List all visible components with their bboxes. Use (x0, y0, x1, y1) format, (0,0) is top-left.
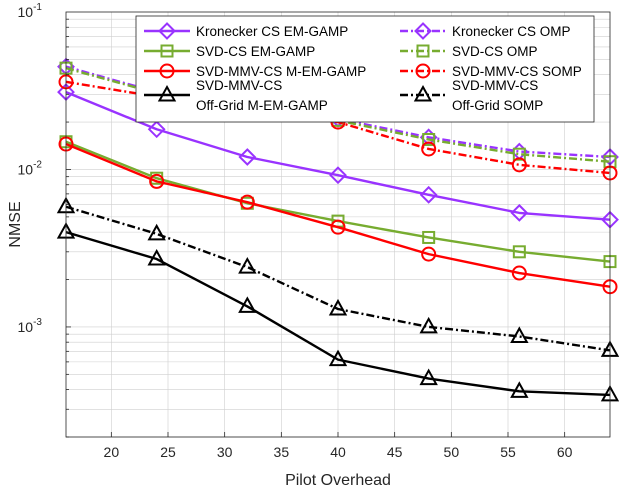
x-axis-label: Pilot Overhead (285, 472, 391, 489)
data-point (238, 148, 257, 166)
data-point (149, 173, 165, 189)
y-tick-base: 10 (18, 4, 34, 20)
x-tick-label: 25 (160, 444, 176, 460)
legend-item: Kronecker CS OMP (400, 22, 571, 40)
legend-swatch-marker (415, 63, 431, 79)
data-point (238, 296, 257, 313)
y-tick-label: 10-2 (18, 159, 43, 177)
x-tick-label: 55 (500, 444, 516, 460)
data-point (147, 248, 166, 266)
legend-box (135, 15, 595, 123)
legend-swatch-marker (158, 22, 176, 40)
data-point (329, 166, 347, 185)
legend-item: SVD-MMV-CS M-EM-GAMP (144, 63, 366, 79)
y-tick-label: 10-3 (18, 317, 43, 335)
data-point (510, 381, 529, 398)
y-tick-base: 10 (18, 161, 34, 177)
legend-label: SVD-MMV-CS M-EM-GAMP (196, 64, 366, 79)
data-point (419, 316, 438, 334)
y-tick-exponent: -3 (33, 317, 42, 328)
data-point (511, 157, 527, 173)
data-point (510, 326, 529, 343)
legend-label-line: Off-Grid M-EM-GAMP (196, 98, 328, 113)
legend-label: Kronecker CS EM-GAMP (196, 24, 348, 39)
legend-swatch-marker (416, 44, 430, 58)
legend: Kronecker CS EM-GAMP Kronecker CS OMP SVD-… (135, 15, 595, 123)
data-point (147, 223, 166, 241)
legend-label-line: SVD-MMV-CS (452, 78, 538, 93)
data-point (147, 120, 166, 139)
data-point (419, 185, 438, 204)
series-line (65, 205, 611, 352)
legend-swatch-marker (159, 63, 175, 79)
x-tick-label: 45 (387, 444, 403, 460)
legend-label: SVD-CS EM-GAMP (196, 44, 315, 59)
data-point (422, 132, 436, 146)
series-line (65, 90, 611, 221)
legend-label: SVD-MMV-CS SOMP (452, 64, 582, 79)
legend-label: SVD-CS OMP (452, 44, 538, 59)
data-point (510, 203, 529, 222)
data-point (421, 141, 437, 157)
y-axis-label: NMSE (7, 201, 24, 247)
x-tick-label: 30 (217, 444, 233, 460)
data-point (328, 298, 348, 316)
x-tick-label: 20 (104, 444, 120, 460)
data-point (239, 194, 255, 210)
data-point (512, 147, 526, 161)
data-point (422, 230, 436, 244)
y-tick-exponent: -2 (33, 159, 42, 170)
legend-item: SVD-MMV-CS SOMP (400, 63, 582, 79)
legend-swatch-marker (157, 84, 177, 102)
data-point (511, 265, 527, 281)
legend-label: Kronecker CS OMP (452, 24, 571, 39)
legend-item: SVD-CS EM-GAMP (144, 44, 315, 59)
legend-item: Kronecker CS EM-GAMP (144, 22, 348, 40)
legend-swatch-marker (160, 44, 174, 58)
x-tick-label: 60 (557, 444, 573, 460)
data-point (330, 219, 346, 235)
legend-item: SVD-CS OMP (400, 44, 538, 59)
x-tick-label: 50 (444, 444, 460, 460)
series-line (65, 230, 611, 397)
legend-swatch-marker (414, 22, 432, 40)
legend-label-line: SVD-MMV-CS (196, 78, 282, 93)
series-svd-mmv-cs-m-em-gamp (58, 136, 618, 295)
x-tick-label: 40 (330, 444, 346, 460)
y-tick-label: 10-1 (18, 2, 43, 20)
legend-item: SVD-MMV-CS Off-Grid SOMP (400, 78, 543, 113)
x-tick-label: 35 (274, 444, 290, 460)
legend-item: SVD-MMV-CS Off-Grid M-EM-GAMP (144, 78, 328, 113)
y-tick-base: 10 (18, 319, 34, 335)
data-point (421, 246, 437, 262)
data-point (328, 349, 348, 367)
series-kronecker-cs-em-gamp (57, 83, 619, 229)
legend-label-line: Off-Grid SOMP (452, 98, 543, 113)
legend-swatch-marker (413, 84, 433, 102)
data-point (512, 245, 526, 259)
y-tick-exponent: -1 (33, 2, 42, 13)
series-svd-mmv-cs-off-grid-somp (56, 196, 619, 357)
data-point (419, 368, 438, 386)
data-point (238, 257, 257, 274)
series-line (65, 142, 611, 288)
